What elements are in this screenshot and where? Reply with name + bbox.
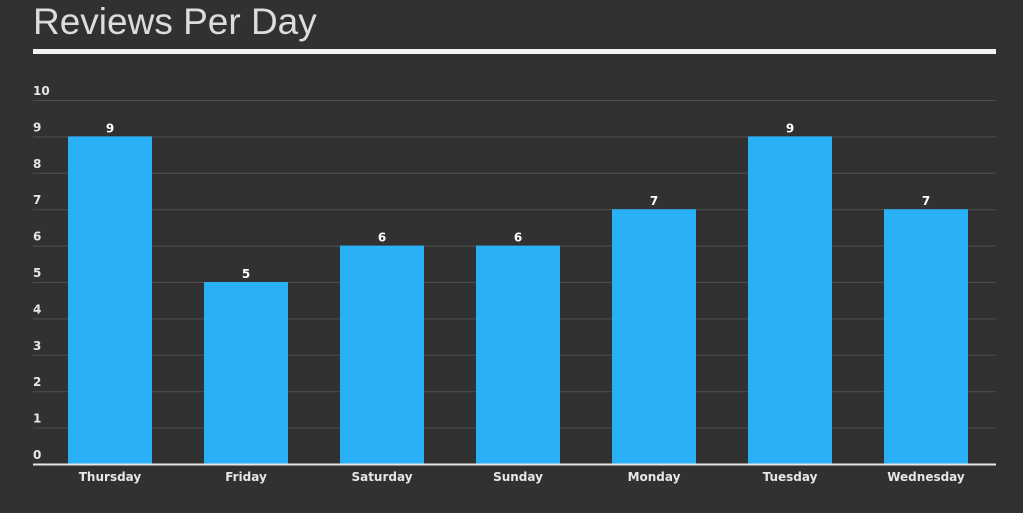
x-category-label: Friday [225,470,267,484]
y-tick-label: 4 [33,302,41,316]
data-label: 7 [650,194,658,208]
y-tick-label: 5 [33,266,41,280]
data-label: 5 [242,267,250,281]
chart-title: Reviews Per Day [33,1,317,42]
y-axis-ticks: 0 1 2 3 4 5 6 7 8 9 10 [33,84,50,462]
x-category-label: Thursday [79,470,142,484]
bar-tuesday [748,136,832,464]
bar-monday [612,209,696,464]
y-tick-label: 0 [33,448,41,462]
y-tick-label: 2 [33,375,41,389]
x-axis-categories: Thursday Friday Saturday Sunday Monday Tuesda… [79,470,965,484]
y-tick-label: 8 [33,157,41,171]
data-labels: 9 5 6 6 7 9 7 [106,121,930,281]
data-label: 6 [378,231,386,245]
x-category-label: Tuesday [763,470,818,484]
gridlines [33,100,996,429]
x-category-label: Saturday [351,470,412,484]
data-label: 9 [106,121,114,135]
bar-saturday [340,245,424,464]
y-tick-label: 3 [33,339,41,353]
data-label: 9 [786,121,794,135]
bar-sunday [476,245,560,464]
bar-thursday [68,136,152,464]
y-tick-label: 9 [33,120,41,134]
data-label: 7 [922,194,930,208]
x-category-label: Monday [628,470,681,484]
y-tick-label: 10 [33,84,50,98]
x-category-label: Sunday [493,470,543,484]
y-tick-label: 6 [33,230,41,244]
bars [68,136,968,464]
bar-friday [204,282,288,464]
x-category-label: Wednesday [887,470,965,484]
bar-wednesday [884,209,968,464]
title-underline [33,49,996,54]
y-tick-label: 1 [33,412,41,426]
y-tick-label: 7 [33,193,41,207]
data-label: 6 [514,231,522,245]
